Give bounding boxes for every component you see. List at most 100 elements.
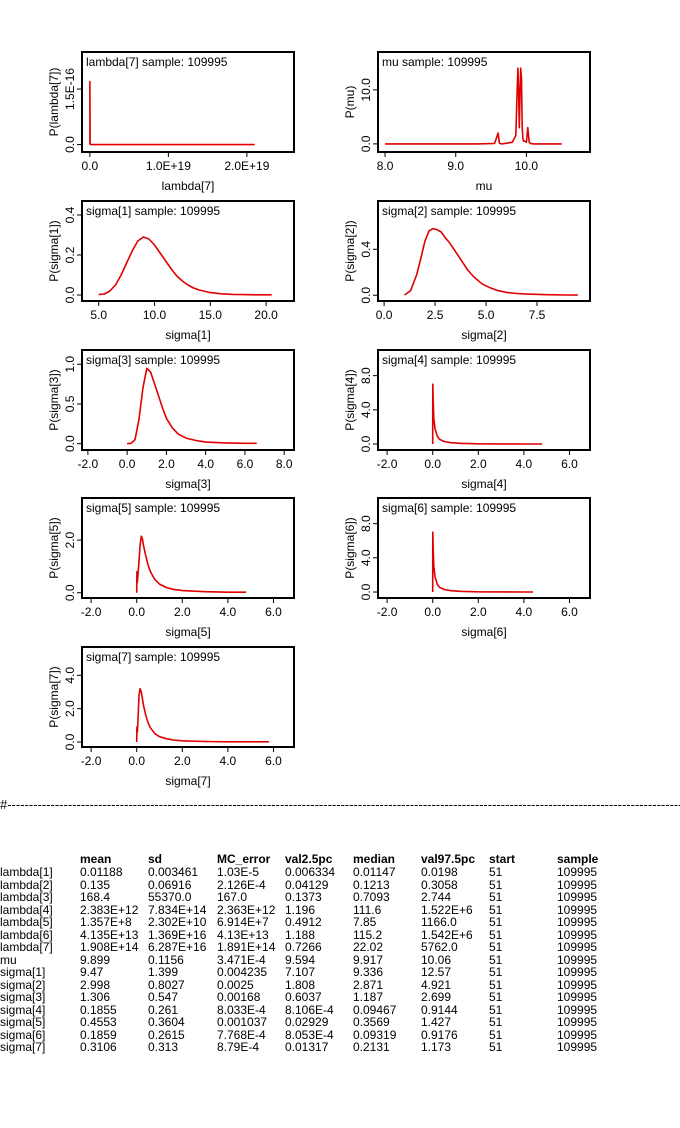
table-cell: 2.383E+12: [80, 902, 139, 917]
row-label: sigma[1]: [0, 965, 46, 979]
row-label: sigma[2]: [0, 977, 46, 992]
table-cell: 0.1855: [80, 1002, 117, 1017]
table-cell: 0.001037: [217, 1015, 268, 1029]
table-cell: 51: [489, 1015, 503, 1029]
table-cell: 0.8027: [148, 977, 185, 992]
x-tick-label: 1.0E+19: [146, 159, 191, 173]
x-tick-label: 7.5: [529, 308, 546, 322]
table-row: lambda[5] 1.357E+8 2.302E+10 6.914E+7 0.4912…: [0, 916, 617, 929]
x-tick-label: 9.0: [447, 159, 464, 173]
table-cell: 8.79E-4: [217, 1040, 260, 1054]
x-tick-label: 10.0: [143, 308, 167, 322]
y-tick-label: 4.0: [359, 401, 373, 418]
column-header: val2.5pc: [285, 851, 333, 866]
y-tick-label: 0.0: [63, 136, 77, 153]
table-row: lambda[6] 4.135E+13 1.369E+16 4.13E+13 1.188…: [0, 927, 617, 942]
table-row: sigma[5] 0.4553 0.3604 0.001037 0.02929 0.356…: [0, 1016, 617, 1029]
y-axis-label: P(sigma[1]): [47, 220, 61, 281]
x-tick-label: 0.0: [128, 605, 145, 619]
y-tick-label: 0.0: [63, 733, 77, 750]
y-tick-label: 8.0: [359, 515, 373, 532]
row-label: lambda[7]: [0, 940, 53, 954]
table-cell: 0.006334: [285, 865, 336, 879]
row-label: lambda[5]: [0, 915, 53, 929]
x-axis-label: sigma[7]: [165, 774, 210, 788]
column-header: mean: [80, 851, 112, 866]
x-axis-label: sigma[3]: [165, 477, 210, 491]
table-cell: 6.914E+7: [217, 915, 269, 929]
plot-title: sigma[2] sample: 109995: [382, 204, 516, 218]
x-tick-label: 4.0: [197, 457, 214, 471]
x-tick-label: 6.0: [265, 754, 282, 768]
row-label: lambda[4]: [0, 902, 53, 917]
table-cell: 8.106E-4: [285, 1002, 334, 1017]
table-cell: 1.808: [285, 977, 316, 992]
y-tick-label: 8.0: [359, 367, 373, 384]
table-cell: 3.471E-4: [217, 952, 266, 967]
x-tick-label: -2.0: [81, 605, 102, 619]
table-row: lambda[2] 0.135 0.06916 2.126E-4 0.04129 0.12…: [0, 877, 617, 892]
table-cell: 109995: [557, 990, 598, 1004]
y-tick-label: 0.0: [359, 435, 373, 452]
plot-panel-lambda7: lambda[7] sample: 109995 0.0 1.0E+19 2.0E+1…: [47, 51, 295, 193]
table-cell: 0.2131: [353, 1040, 390, 1054]
table-cell: 1.188: [285, 927, 316, 942]
table-cell: 109995: [557, 1040, 598, 1054]
x-tick-label: 15.0: [199, 308, 223, 322]
plot-panel-sigma1: sigma[1] sample: 109995 5.0 10.0 15.0 20.0 0.…: [47, 200, 295, 342]
table-cell: 0.7093: [353, 890, 390, 904]
column-header: median: [353, 851, 396, 866]
x-tick-label: 0.0: [82, 159, 99, 173]
table-cell: 51: [489, 1027, 503, 1042]
table-cell: 0.261: [148, 1002, 179, 1017]
table-cell: 1.542E+6: [421, 927, 473, 942]
table-cell: 109995: [557, 915, 598, 929]
y-axis-label: P(sigma[3]): [47, 369, 61, 430]
table-cell: 51: [489, 990, 503, 1004]
row-label: lambda[3]: [0, 890, 53, 904]
x-tick-label: 0.0: [128, 754, 145, 768]
table-cell: 9.47: [80, 965, 104, 979]
row-label: lambda[2]: [0, 877, 53, 892]
table-cell: 0.2615: [148, 1027, 185, 1042]
table-cell: 1.369E+16: [148, 927, 207, 942]
table-cell: 51: [489, 927, 503, 942]
table-cell: 12.57: [421, 965, 452, 979]
x-axis-label: lambda[7]: [162, 179, 215, 193]
x-tick-label: -2.0: [81, 754, 102, 768]
table-row: sigma[7] 0.3106 0.313 8.79E-4 0.01317 0.2131 1…: [0, 1041, 617, 1054]
y-tick-label: 0.0: [359, 583, 373, 600]
table-header-row: mean sd MC_error val2.5pc median val97.5pc sta…: [0, 852, 617, 866]
plot-title: mu sample: 109995: [382, 55, 488, 69]
table-cell: 0.313: [148, 1040, 179, 1054]
x-tick-label: 0.0: [424, 605, 441, 619]
plot-panel-mu: mu sample: 109995 8.0 9.0 10.0 0.0 10.0 mu P(mu…: [343, 51, 591, 193]
x-tick-label: 2.0: [470, 605, 487, 619]
table-cell: 0.004235: [217, 965, 268, 979]
table-cell: 51: [489, 940, 503, 954]
table-cell: 7.768E-4: [217, 1027, 266, 1042]
table-cell: 4.13E+13: [217, 927, 269, 942]
table-row: lambda[3] 168.4 55370.0 167.0 0.1373 0.7093 2.…: [0, 891, 617, 904]
x-tick-label: 2.0: [174, 754, 191, 768]
table-cell: 51: [489, 877, 503, 892]
table-cell: 0.02929: [285, 1015, 329, 1029]
x-axis-label: sigma[5]: [165, 625, 210, 639]
table-cell: 2.744: [421, 890, 452, 904]
table-cell: 1.196: [285, 902, 316, 917]
y-tick-label: 0.4: [63, 206, 77, 223]
table-cell: 2.363E+12: [217, 902, 276, 917]
y-tick-label: 0.0: [63, 584, 77, 601]
table-cell: 0.3569: [353, 1015, 390, 1029]
x-tick-label: 8.0: [276, 457, 293, 471]
table-cell: 8.053E-4: [285, 1027, 334, 1042]
table-cell: 1.522E+6: [421, 902, 473, 917]
table-cell: 51: [489, 890, 503, 904]
table-cell: 167.0: [217, 890, 248, 904]
table-cell: 109995: [557, 977, 598, 992]
table-cell: 51: [489, 865, 503, 879]
table-cell: 0.01188: [80, 865, 123, 879]
table-cell: 109995: [557, 940, 598, 954]
table-row: sigma[6] 0.1859 0.2615 7.768E-4 8.053E-4 0.09…: [0, 1027, 617, 1042]
row-label: lambda[6]: [0, 927, 53, 942]
